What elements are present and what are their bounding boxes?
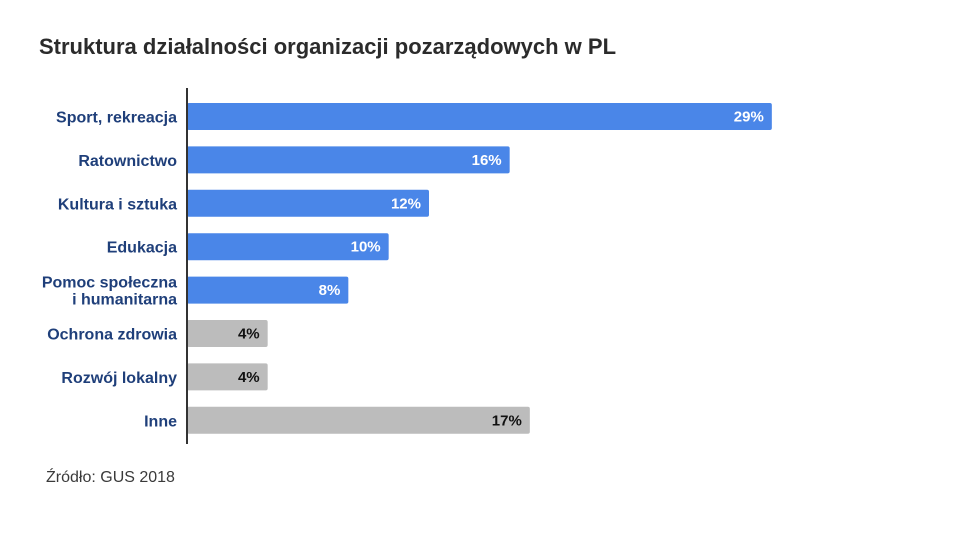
category-label: Rozwój lokalny xyxy=(61,370,177,387)
value-label: 8% xyxy=(319,282,341,299)
bar xyxy=(187,406,530,434)
category-label: Kultura i sztuka xyxy=(58,196,177,213)
category-label: Edukacja xyxy=(107,240,177,257)
category-label: Ratownictwo xyxy=(78,153,177,170)
value-label: 16% xyxy=(472,152,502,169)
bar xyxy=(187,103,772,130)
category-label: Inne xyxy=(144,413,177,430)
category-label: Pomoc społeczna i humanitarna xyxy=(42,275,177,309)
category-label: Ochrona zdrowia xyxy=(47,327,177,344)
bar xyxy=(187,233,389,261)
bar xyxy=(187,276,349,304)
source-note: Źródło: GUS 2018 xyxy=(46,469,175,486)
bar xyxy=(187,146,510,174)
bars-group xyxy=(187,103,772,434)
value-label: 4% xyxy=(238,326,260,343)
bar xyxy=(187,320,268,347)
value-label: 17% xyxy=(492,412,522,429)
category-label: Sport, rekreacja xyxy=(56,110,177,127)
value-label: 12% xyxy=(391,195,421,212)
value-label: 29% xyxy=(734,109,764,126)
bar xyxy=(187,189,429,217)
category-labels-group: Sport, rekreacja Ratownictwo Kultura i szt… xyxy=(42,110,177,431)
value-labels-group: 29% 16% 12% 10% 8% 4% 4% 17% xyxy=(238,109,764,430)
value-label: 4% xyxy=(238,369,260,386)
value-label: 10% xyxy=(351,239,381,256)
bar xyxy=(187,363,268,391)
chart-title: Struktura działalności organizacji pozar… xyxy=(39,34,617,59)
